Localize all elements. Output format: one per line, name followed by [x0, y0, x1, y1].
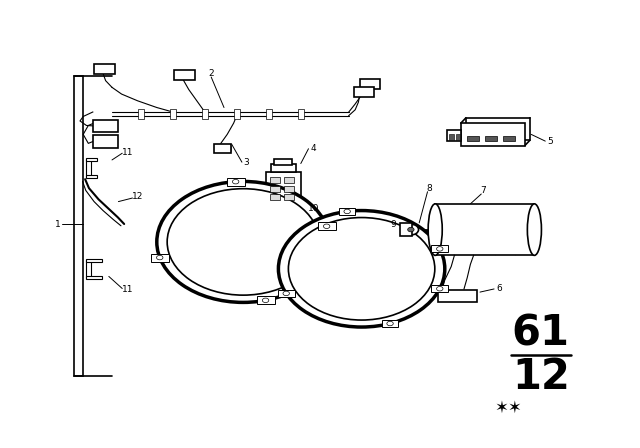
- Bar: [270, 194, 280, 200]
- Bar: [74, 76, 83, 376]
- Circle shape: [436, 247, 443, 251]
- Circle shape: [262, 298, 269, 302]
- Bar: [86, 259, 102, 262]
- Bar: [289, 203, 297, 210]
- Circle shape: [344, 209, 350, 214]
- Bar: [257, 296, 275, 304]
- Text: 7: 7: [481, 186, 486, 195]
- Text: 3: 3: [244, 158, 249, 167]
- Bar: [227, 178, 244, 186]
- Ellipse shape: [527, 204, 541, 255]
- Bar: [339, 208, 355, 215]
- Bar: [456, 134, 460, 140]
- Text: 8: 8: [426, 184, 431, 193]
- Circle shape: [157, 255, 163, 260]
- Text: 12: 12: [132, 192, 143, 201]
- Bar: [86, 175, 97, 178]
- Circle shape: [408, 227, 414, 232]
- Text: 12: 12: [512, 356, 570, 398]
- Bar: [447, 130, 461, 141]
- Bar: [270, 177, 280, 183]
- Bar: [284, 177, 294, 183]
- Bar: [461, 123, 525, 146]
- Bar: [234, 109, 240, 119]
- Bar: [86, 276, 102, 279]
- Bar: [360, 79, 380, 89]
- Text: 11: 11: [122, 285, 134, 294]
- Bar: [269, 203, 276, 210]
- Bar: [279, 203, 287, 210]
- Bar: [435, 204, 534, 255]
- Bar: [270, 186, 280, 192]
- Bar: [467, 136, 479, 141]
- Circle shape: [436, 286, 443, 291]
- Circle shape: [157, 181, 330, 302]
- Bar: [284, 194, 294, 200]
- Bar: [86, 260, 91, 278]
- Text: 10: 10: [308, 204, 319, 213]
- Text: 6: 6: [497, 284, 502, 293]
- Text: 2: 2: [209, 69, 214, 78]
- Bar: [93, 120, 118, 132]
- Bar: [503, 136, 515, 141]
- Bar: [94, 64, 115, 74]
- Bar: [202, 109, 208, 119]
- Circle shape: [323, 224, 330, 228]
- Bar: [284, 186, 294, 192]
- Bar: [354, 87, 374, 97]
- Text: 61: 61: [512, 313, 570, 355]
- Bar: [449, 134, 454, 140]
- Bar: [274, 159, 292, 165]
- Circle shape: [167, 189, 319, 295]
- Text: 1: 1: [55, 220, 60, 228]
- Text: 4: 4: [311, 144, 316, 153]
- Bar: [317, 222, 335, 230]
- Bar: [298, 109, 304, 119]
- Text: 11: 11: [122, 148, 134, 157]
- Bar: [431, 246, 448, 253]
- Bar: [438, 290, 477, 302]
- Circle shape: [232, 180, 239, 184]
- Bar: [266, 109, 272, 119]
- Circle shape: [283, 291, 289, 296]
- Circle shape: [387, 321, 393, 326]
- Circle shape: [289, 218, 435, 320]
- Text: ✶✶: ✶✶: [495, 399, 523, 417]
- Bar: [466, 118, 530, 140]
- Bar: [271, 164, 296, 172]
- Bar: [86, 158, 97, 161]
- Bar: [400, 224, 412, 236]
- Bar: [381, 320, 398, 327]
- Bar: [138, 109, 144, 119]
- Bar: [266, 172, 301, 204]
- Bar: [174, 70, 195, 80]
- Bar: [485, 136, 497, 141]
- Ellipse shape: [428, 204, 442, 255]
- Bar: [86, 159, 91, 177]
- Bar: [93, 135, 118, 148]
- Circle shape: [403, 224, 419, 235]
- Bar: [278, 290, 294, 297]
- Bar: [151, 254, 169, 262]
- Bar: [431, 285, 448, 292]
- Text: 5: 5: [548, 137, 553, 146]
- Bar: [214, 144, 231, 153]
- Circle shape: [278, 211, 445, 327]
- Text: 9: 9: [391, 220, 396, 229]
- Bar: [170, 109, 176, 119]
